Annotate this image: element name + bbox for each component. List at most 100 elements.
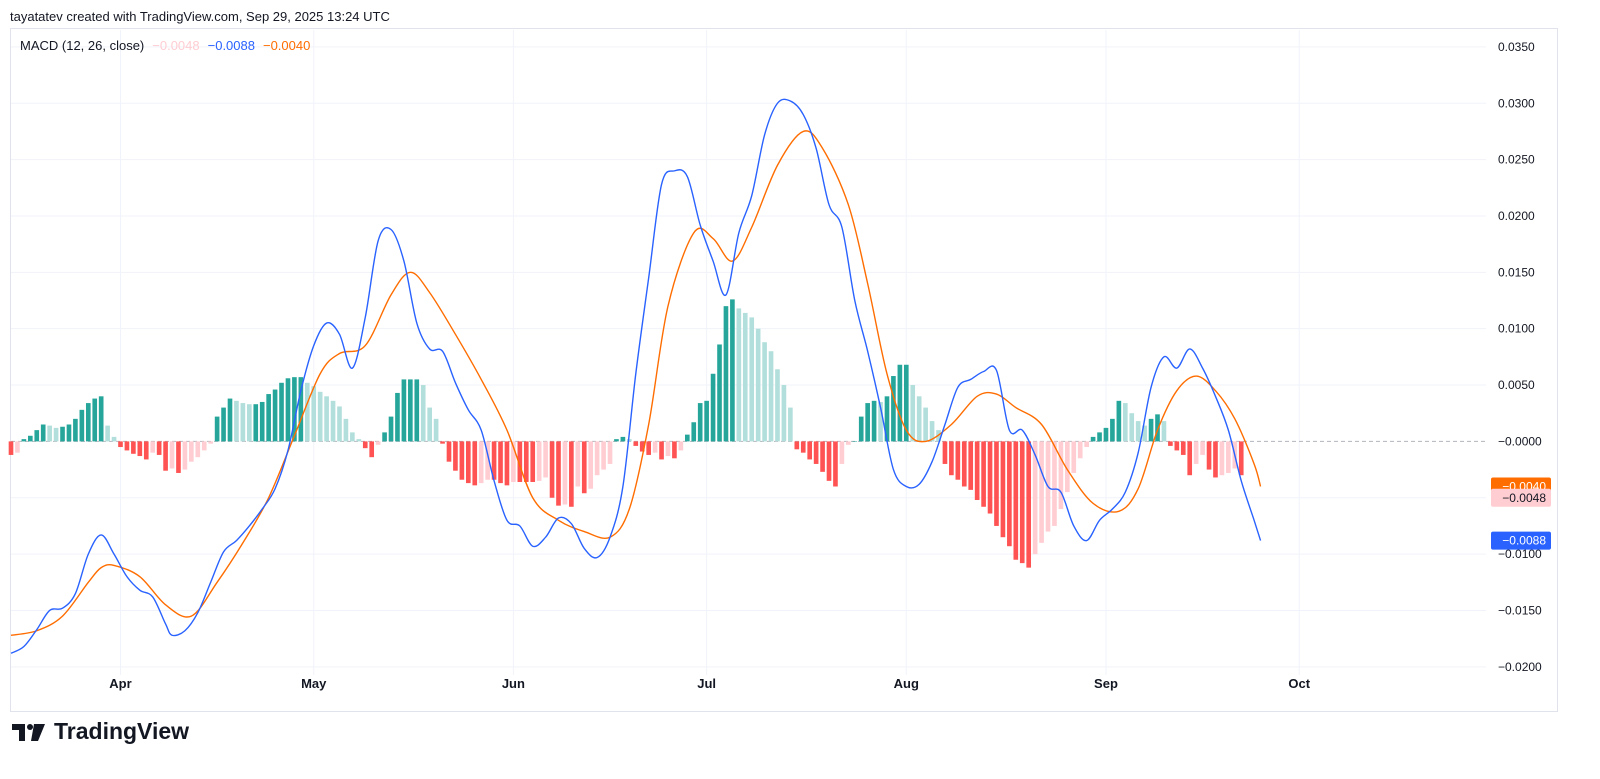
histogram-bar [949,441,954,476]
chart-attribution: tayatatev created with TradingView.com, … [10,9,390,24]
histogram-bar [369,441,375,458]
histogram-bar [1213,441,1218,478]
histogram-value: −0.0048 [152,38,200,53]
histogram-bar [749,317,755,442]
x-tick-label: Apr [109,676,131,691]
histogram-bar [1077,441,1083,459]
histogram-bar [1058,441,1064,510]
histogram-bar [156,441,162,455]
histogram-bar [826,441,832,481]
histogram-bar [240,403,246,442]
histogram-bar [137,441,143,457]
histogram-bar [794,441,800,450]
histogram-bar [1193,441,1199,464]
histogram-bar [846,441,851,445]
histogram-bar [131,441,136,454]
indicator-legend[interactable]: MACD (12, 26, close) −0.0048 −0.0088 −0.… [20,38,310,53]
histogram-bar [446,441,452,462]
histogram-bar [1219,441,1225,476]
x-tick-label: Aug [894,676,919,691]
histogram-bar [1052,441,1057,526]
histogram-bar [1155,414,1160,442]
histogram-bar [388,416,394,442]
histogram-bar [607,441,613,464]
histogram-bar [189,441,194,462]
histogram-bar [878,401,883,442]
histogram-bar [1103,427,1109,442]
histogram-bar [1090,436,1096,442]
histogram-bar [1122,403,1128,442]
histogram-bar [684,434,690,442]
histogram-bar [105,425,110,442]
histogram-bar [833,441,838,487]
histogram-bar [788,407,793,442]
histogram-bar [1200,441,1205,455]
histogram-bar [118,441,123,448]
histogram-bar [807,441,813,460]
y-tick-label: 0.0050 [1498,378,1535,392]
histogram-bar [292,377,297,442]
histogram-bar [362,441,368,449]
histogram-bar [47,425,52,442]
histogram-bar [182,441,188,470]
histogram-bar [1097,432,1102,442]
histogram-bar [356,439,362,442]
histogram-bar [530,441,536,482]
histogram-bar [942,441,948,464]
histogram-bar [324,396,329,442]
y-tick-label: −0.0150 [1498,603,1542,617]
histogram-bar [659,441,664,460]
histogram-bar [588,441,594,489]
histogram-bar [646,441,651,455]
histogram-bar [601,441,606,470]
histogram-bar [800,441,806,453]
histogram-bar [28,435,33,442]
footer-brand[interactable]: TradingView [12,718,189,745]
histogram-bar [987,441,993,514]
histogram-bar [717,344,722,442]
histogram-bar [536,441,542,481]
histogram-bar [730,299,735,442]
histogram-bar [1206,441,1212,470]
histogram-bar [465,441,471,484]
histogram-bar [556,441,561,506]
histogram-bar [176,441,181,473]
y-tick-label: −0.0000 [1498,434,1542,448]
histogram-bar [343,418,349,442]
histogram-bar [279,382,284,442]
histogram-bar [858,416,864,442]
histogram-bar [633,441,639,446]
histogram-bar [723,306,729,442]
histogram-series [8,299,1244,568]
histogram-bar [562,441,568,505]
histogram-bar [704,400,709,442]
tradingview-logo-icon [12,723,45,741]
indicator-name[interactable]: MACD (12, 26, close) [20,38,145,53]
histogram-bar [627,439,632,442]
histogram-bar [304,382,310,442]
histogram-bar [955,441,961,480]
y-tick-label: −0.0100 [1498,547,1542,561]
histogram-bar [569,441,574,507]
x-tick-label: Jul [697,676,716,691]
histogram-bar [974,441,980,501]
histogram-value-tag-label: −0.0048 [1502,491,1546,505]
histogram-bar [40,424,46,442]
histogram-bar [865,403,870,442]
histogram-bar [350,432,355,442]
chart-frame [10,28,1558,712]
histogram-bar [1071,441,1077,473]
histogram-bar [266,394,271,442]
histogram-bar [453,441,458,471]
histogram-bar [85,403,91,442]
histogram-bar [60,426,65,442]
histogram-bar [1084,441,1089,448]
signal-value: −0.0040 [262,38,311,53]
histogram-bar [478,441,484,484]
histogram-bar [227,398,233,442]
macd-value: −0.0088 [207,38,255,53]
histogram-bar [755,328,761,442]
histogram-bar [820,441,825,472]
y-tick-label: −0.0200 [1498,660,1542,674]
